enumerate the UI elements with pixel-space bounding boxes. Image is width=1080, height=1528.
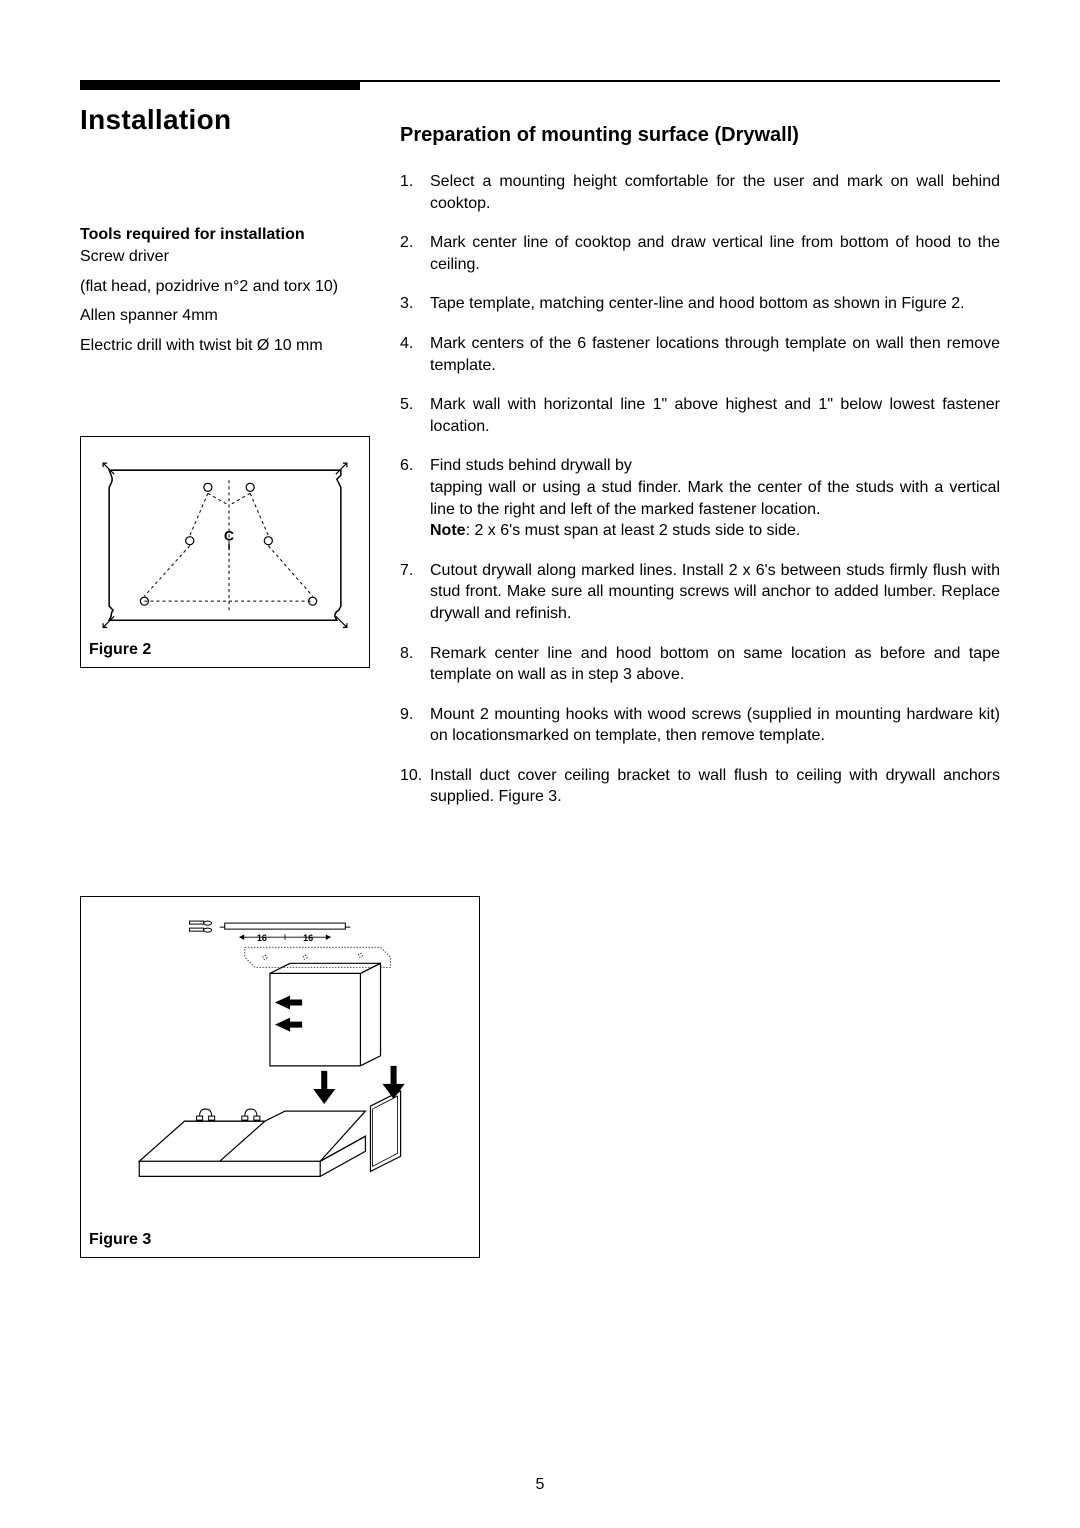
step-8: Remark center line and hood bottom on sa… [400,643,1000,686]
svg-text:16: 16 [257,933,267,943]
svg-text:16: 16 [303,933,313,943]
step-5: Mark wall with horizontal line 1" above … [400,394,1000,437]
content-wrapper: Installation Tools required for installa… [80,104,1000,826]
step-3: Tape template, matching center-line and … [400,293,1000,315]
figure-2-caption: Figure 2 [89,641,361,659]
page-number: 5 [536,1476,545,1494]
page-title: Installation [80,104,370,136]
step-2: Mark center line of cooktop and draw ver… [400,232,1000,275]
left-column: Installation Tools required for installa… [80,104,370,826]
step-list: Select a mounting height comfortable for… [400,171,1000,808]
step-4: Mark centers of the 6 fastener locations… [400,333,1000,376]
step-10: Install duct cover ceiling bracket to wa… [400,765,1000,808]
top-rule-thick [80,80,360,90]
tools-line-3: Electric drill with twist bit Ø 10 mm [80,335,370,357]
top-rule [80,80,1000,90]
tools-line-1: (flat head, pozidrive n°2 and torx 10) [80,276,370,298]
figure-3-box: 16 16 [80,896,480,1258]
top-rule-thin [360,80,1000,82]
step-7: Cutout drywall along marked lines. Insta… [400,560,1000,625]
figure-3-diagram: 16 16 [89,905,471,1227]
figure-2-diagram: C [89,445,361,636]
step-6: Find studs behind drywall bytapping wall… [400,455,1000,541]
step-1: Select a mounting height comfortable for… [400,171,1000,214]
tools-heading: Tools required for installation [80,226,370,244]
right-column: Preparation of mounting surface (Drywall… [400,104,1000,826]
figure-3-caption: Figure 3 [89,1231,471,1249]
tools-line-2: Allen spanner 4mm [80,305,370,327]
svg-text:C: C [224,528,234,544]
preparation-heading: Preparation of mounting surface (Drywall… [400,124,1000,147]
figure-2-box: C Figure 2 [80,436,370,667]
tools-line-0: Screw driver [80,246,370,268]
step-9: Mount 2 mounting hooks with wood screws … [400,704,1000,747]
